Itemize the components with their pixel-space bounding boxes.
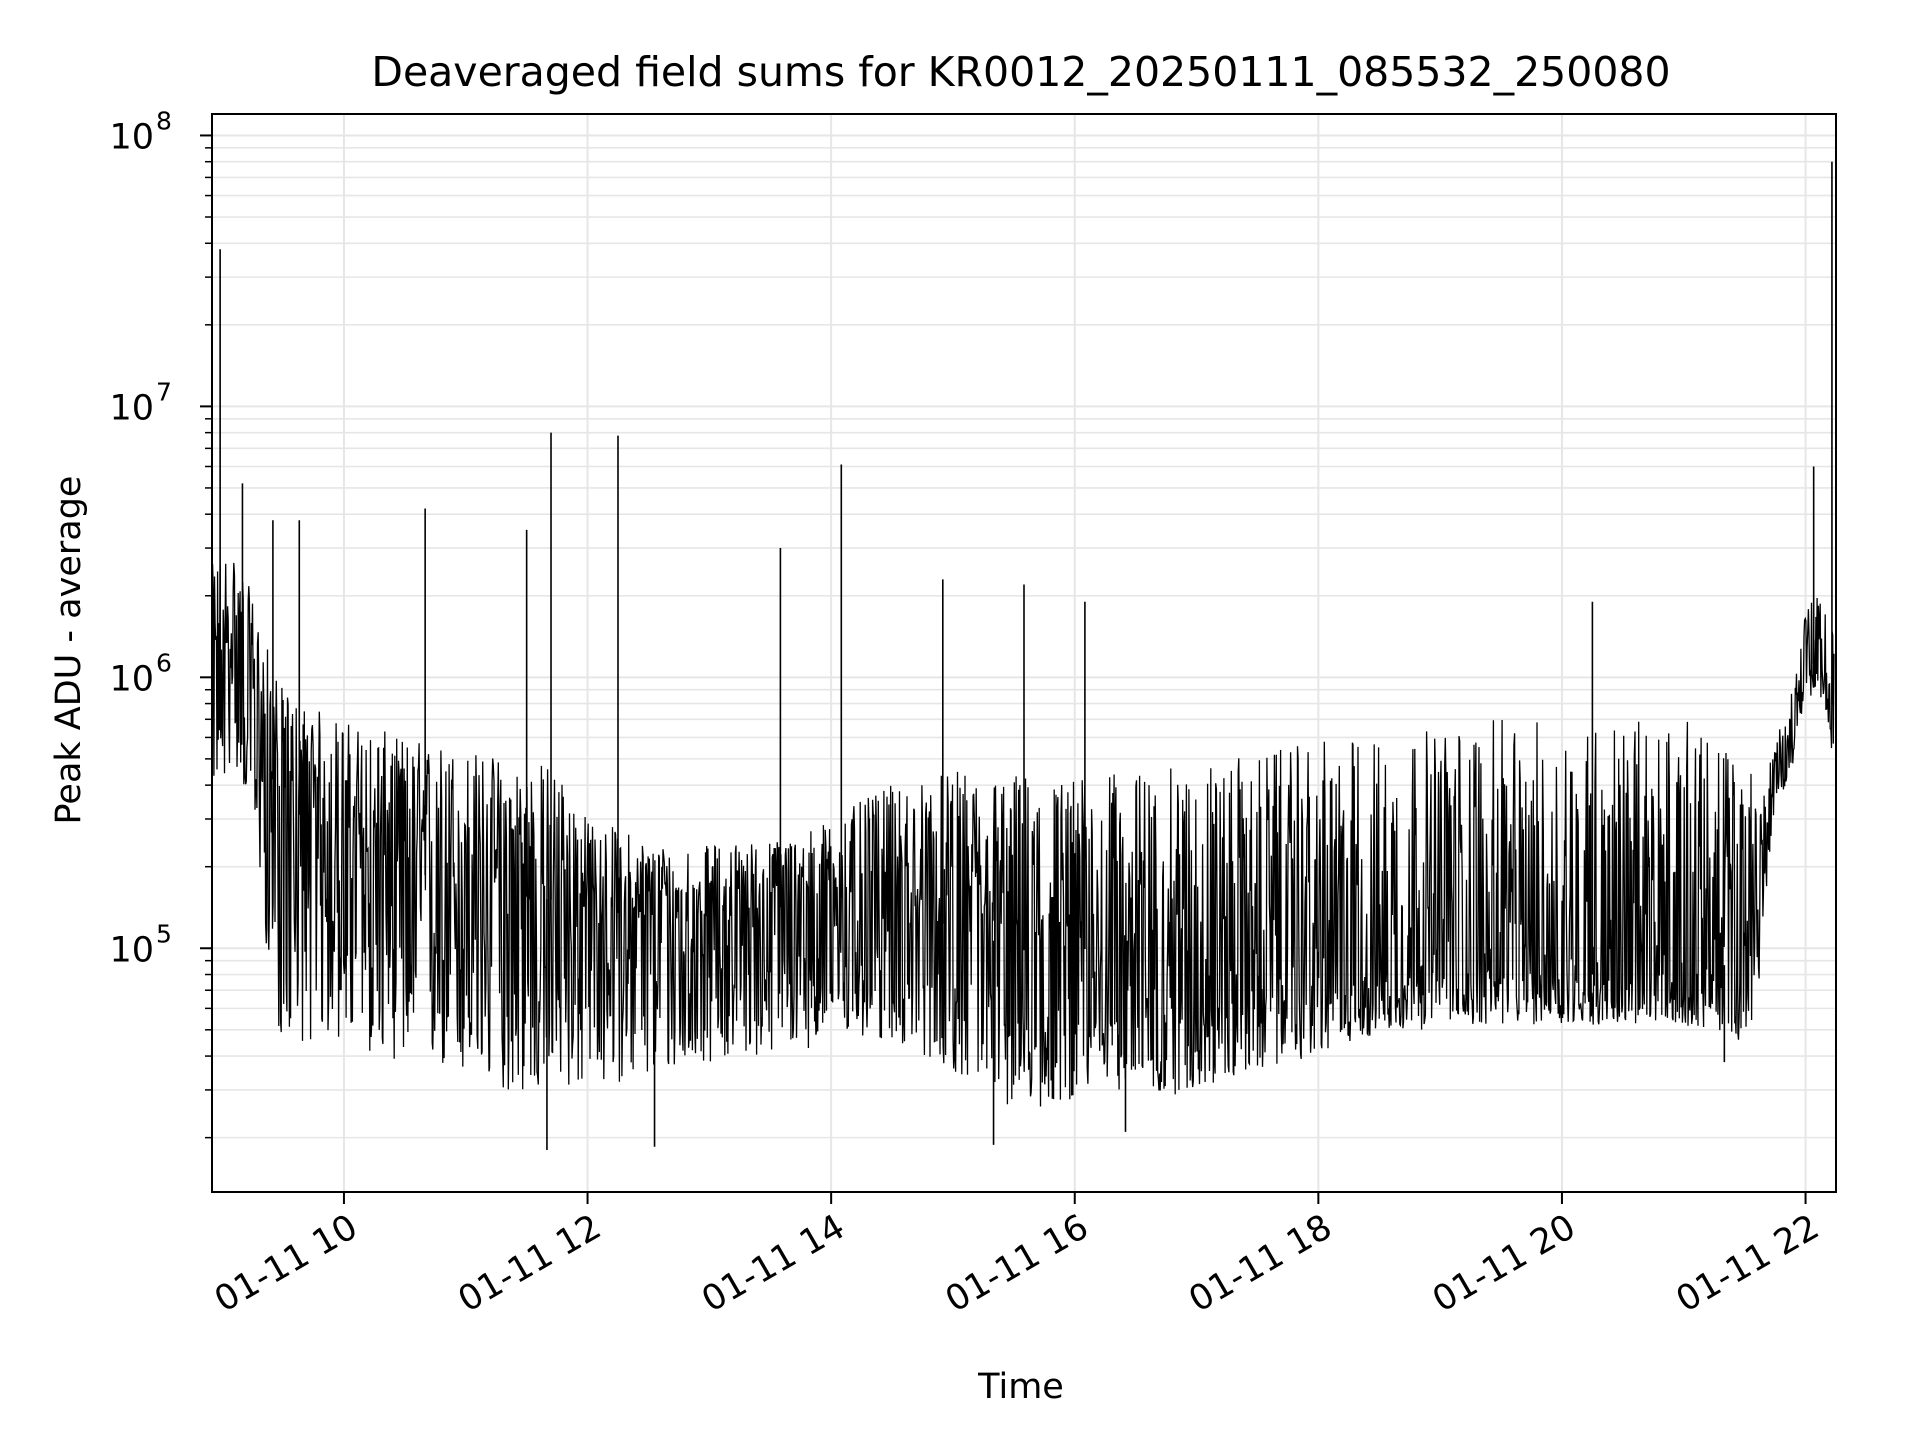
y-tick-label: 10 5 xyxy=(109,919,171,970)
y-tick-label: 10 7 xyxy=(109,377,171,428)
y-tick-label: 10 6 xyxy=(109,648,171,699)
y-tick-base: 10 xyxy=(109,117,154,157)
y-tick-label: 10 8 xyxy=(109,106,171,157)
y-tick-base: 10 xyxy=(109,659,154,699)
y-tick-exponent: 5 xyxy=(156,919,172,948)
x-axis-label: Time xyxy=(977,1367,1064,1407)
y-tick-base: 10 xyxy=(109,930,154,970)
y-tick-exponent: 8 xyxy=(156,106,172,135)
y-tick-exponent: 7 xyxy=(156,377,172,406)
chart-title: Deaveraged field sums for KR0012_2025011… xyxy=(371,48,1670,96)
series-line xyxy=(211,562,1835,1107)
axes-frame xyxy=(211,113,1837,1193)
y-tick-base: 10 xyxy=(109,388,154,428)
y-tick-exponent: 6 xyxy=(156,648,172,677)
y-axis-label: Peak ADU - average xyxy=(49,476,89,825)
plot-area xyxy=(211,161,1835,1151)
